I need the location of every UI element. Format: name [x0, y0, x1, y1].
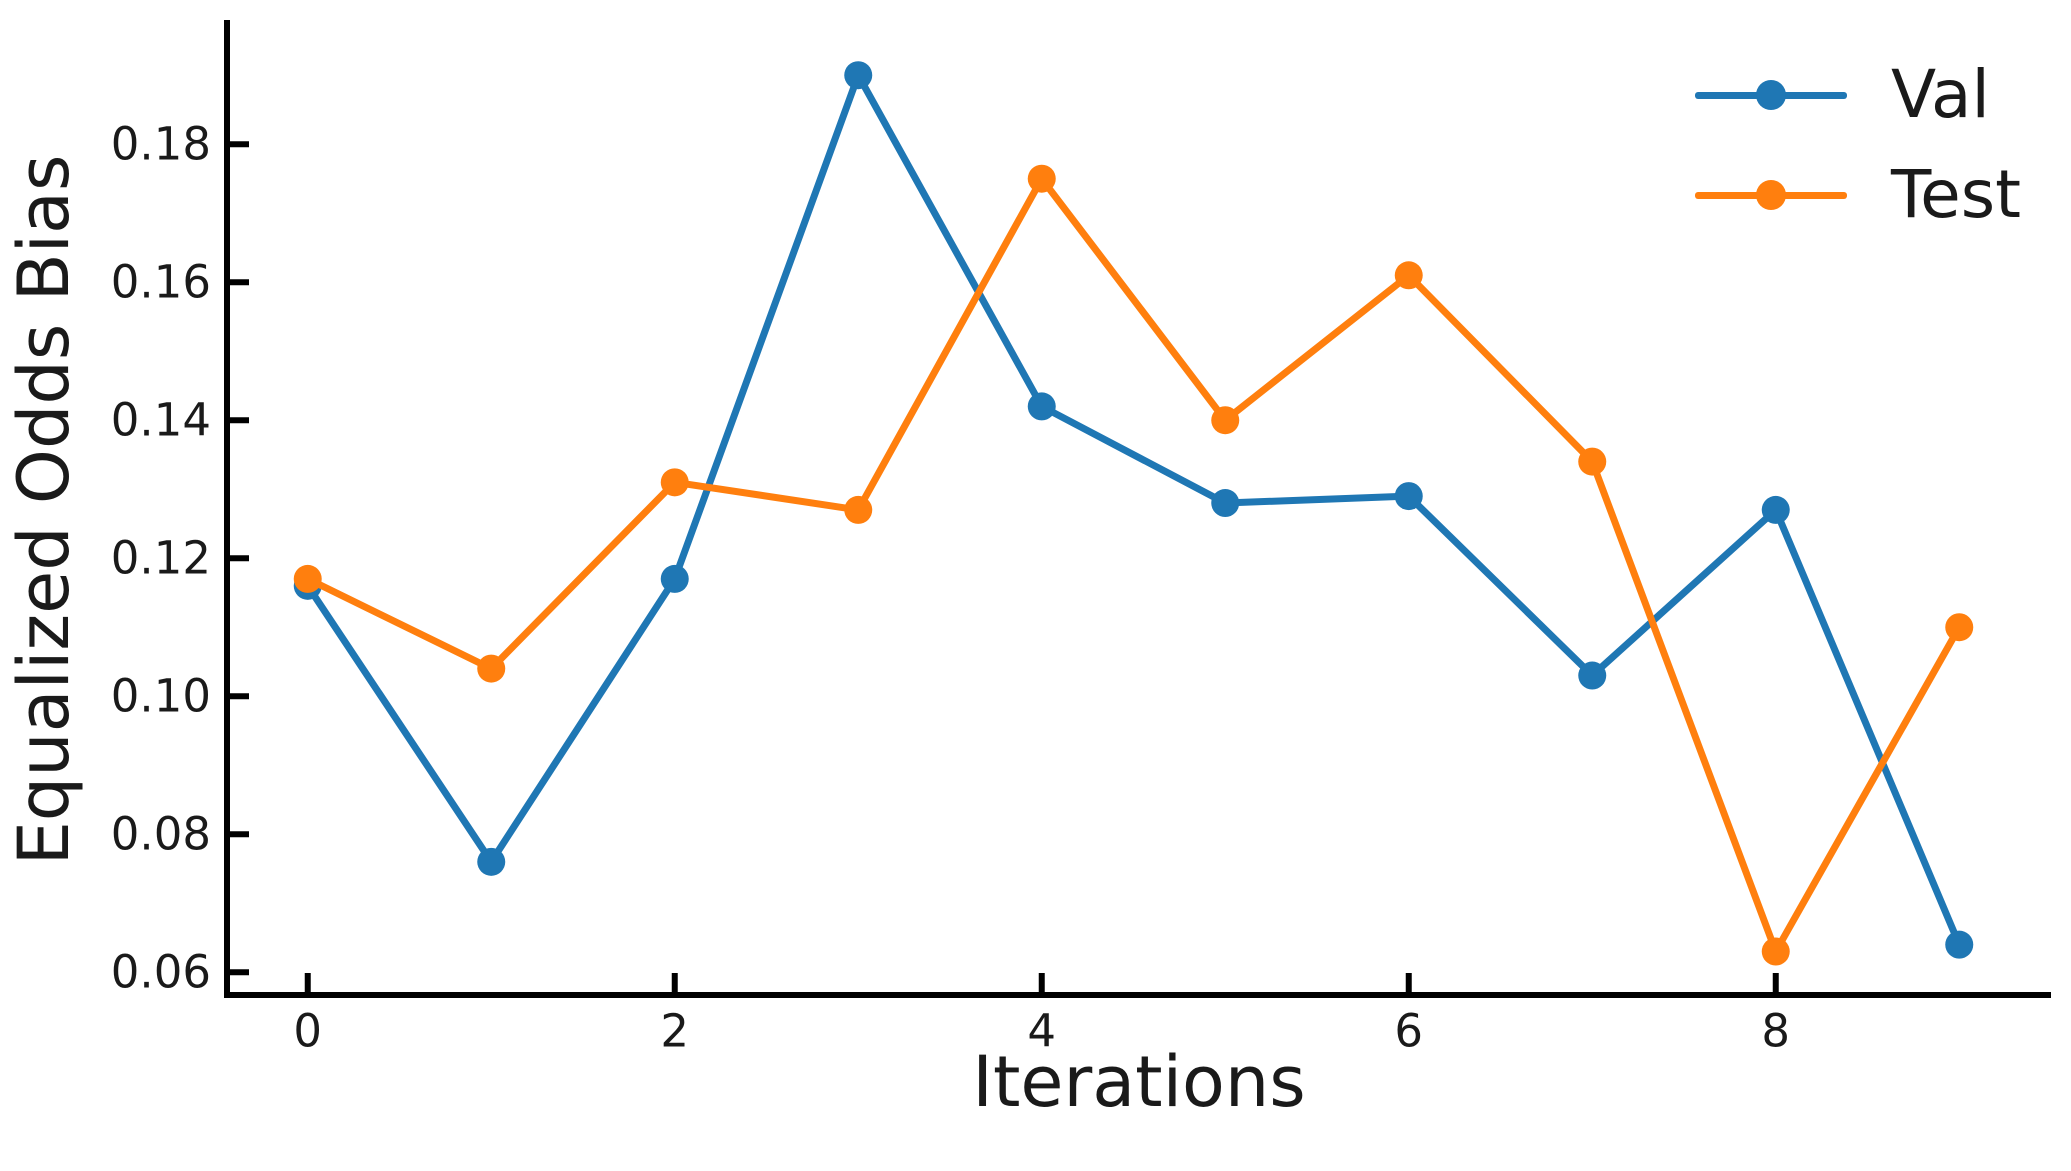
test-marker: [1945, 613, 1974, 642]
y-tick-label: 0.08: [111, 808, 211, 861]
test-marker: [1578, 447, 1607, 476]
x-axis-label: Iterations: [972, 1041, 1306, 1123]
test-line-swatch: [1695, 180, 1848, 210]
val-marker: [660, 564, 689, 593]
legend-label-val: Val: [1891, 56, 1990, 133]
y-tick-label: 0.18: [111, 118, 211, 171]
x-tick-label: 6: [1394, 1005, 1423, 1058]
x-tick-label: 4: [1027, 1005, 1056, 1058]
x-tick-label: 8: [1761, 1005, 1790, 1058]
val-marker-icon: [1756, 80, 1787, 110]
val-line: [304, 71, 1963, 949]
y-axis-label: Equalized Odds Bias: [3, 154, 85, 866]
legend-label-test: Test: [1891, 156, 2021, 233]
val-marker: [1761, 495, 1790, 524]
test-marker-icon: [1756, 180, 1787, 210]
val-marker: [1578, 661, 1607, 690]
val-marker: [1945, 930, 1974, 959]
x-tick-label: 0: [293, 1005, 322, 1058]
y-tick-label: 0.16: [111, 256, 211, 309]
test-marker: [1394, 261, 1423, 290]
legend: Val Test: [1695, 62, 2021, 228]
legend-entry-test: Test: [1695, 162, 2021, 228]
val-marker: [844, 61, 873, 90]
y-tick-label: 0.12: [111, 532, 211, 585]
y-tick-label: 0.10: [111, 670, 211, 723]
val-marker: [477, 847, 506, 876]
test-marker: [1211, 406, 1240, 435]
test-marker: [477, 654, 506, 683]
test-line: [304, 175, 1963, 956]
val-marker: [1027, 392, 1056, 421]
test-marker: [1027, 164, 1056, 193]
test-marker: [844, 495, 873, 524]
legend-entry-val: Val: [1695, 62, 2021, 128]
y-tick-label: 0.06: [111, 946, 211, 999]
x-tick-label: 2: [660, 1005, 689, 1058]
y-tick-label: 0.14: [111, 394, 211, 447]
val-line-swatch: [1695, 80, 1848, 110]
test-marker: [660, 468, 689, 497]
val-marker: [1211, 489, 1240, 518]
val-marker: [1394, 482, 1423, 511]
test-marker: [1761, 937, 1790, 966]
test-marker: [293, 564, 322, 593]
